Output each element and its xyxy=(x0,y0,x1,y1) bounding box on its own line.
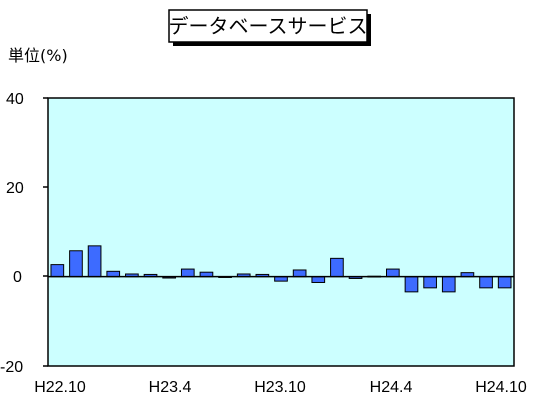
bar-H23.1 xyxy=(106,270,121,278)
x-tick-label: H24.10 xyxy=(475,379,527,396)
y-tick-label: 0 xyxy=(13,269,22,286)
plot-area xyxy=(47,97,515,367)
bar-H24.1 xyxy=(330,257,344,278)
x-tick-label: H24.4 xyxy=(370,379,413,396)
bars-group xyxy=(50,245,512,293)
bar-H24.5 xyxy=(404,276,419,293)
y-tick-label: -20 xyxy=(0,359,23,376)
chart-title: データベースサービス xyxy=(169,14,368,38)
bar-H24.4 xyxy=(386,268,400,278)
bar-H23.5 xyxy=(180,268,195,278)
bar-H22.12 xyxy=(87,245,102,278)
bar-H24.6 xyxy=(423,276,437,289)
y-tick-label: 20 xyxy=(6,180,24,197)
bar-H24.10 xyxy=(497,276,512,289)
bar-H22.10 xyxy=(50,264,65,278)
bar-H24.9 xyxy=(479,276,493,289)
y-tick-label: 40 xyxy=(6,91,24,108)
x-tick-label: H23.10 xyxy=(254,379,306,396)
x-tick-label: H23.4 xyxy=(149,379,192,396)
bar-H23.12 xyxy=(311,276,326,283)
x-tick-label: H22.10 xyxy=(34,379,86,396)
bar-H23.11 xyxy=(292,269,307,278)
bar-H24.7 xyxy=(441,276,456,293)
title-box xyxy=(168,9,368,43)
bar-H22.11 xyxy=(69,250,83,278)
unit-label: 単位(%) xyxy=(8,46,68,65)
